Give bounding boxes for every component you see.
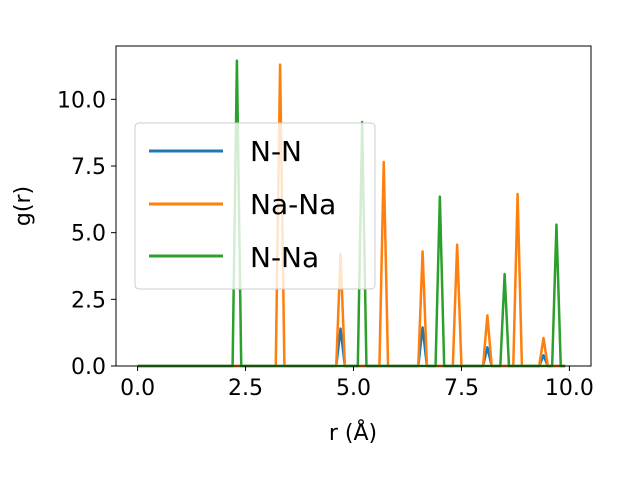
y-tick-label: 0.0	[71, 355, 106, 380]
legend-label-na-na: Na-Na	[250, 188, 336, 221]
legend-label-n-na: N-Na	[250, 241, 319, 274]
y-tick-label: 5.0	[71, 222, 106, 247]
y-tick-label: 7.5	[71, 155, 106, 180]
legend: N-N Na-Na N-Na	[134, 122, 376, 290]
x-tick-label: 0.0	[120, 376, 155, 401]
x-tick-label: 10.0	[545, 376, 594, 401]
legend-label-n-n: N-N	[250, 135, 302, 168]
x-axis-ticks: 0.0 2.5 5.0 7.5 10.0	[120, 366, 594, 401]
x-tick-label: 5.0	[336, 376, 371, 401]
x-tick-label: 2.5	[228, 376, 263, 401]
x-axis-label: r (Å)	[329, 419, 377, 446]
y-tick-label: 2.5	[71, 288, 106, 313]
y-tick-label: 10.0	[57, 88, 106, 113]
y-axis-label: g(r)	[11, 186, 36, 226]
y-axis-ticks: 0.0 2.5 5.0 7.5 10.0	[57, 88, 116, 380]
legend-box	[134, 122, 376, 290]
x-tick-label: 7.5	[444, 376, 479, 401]
